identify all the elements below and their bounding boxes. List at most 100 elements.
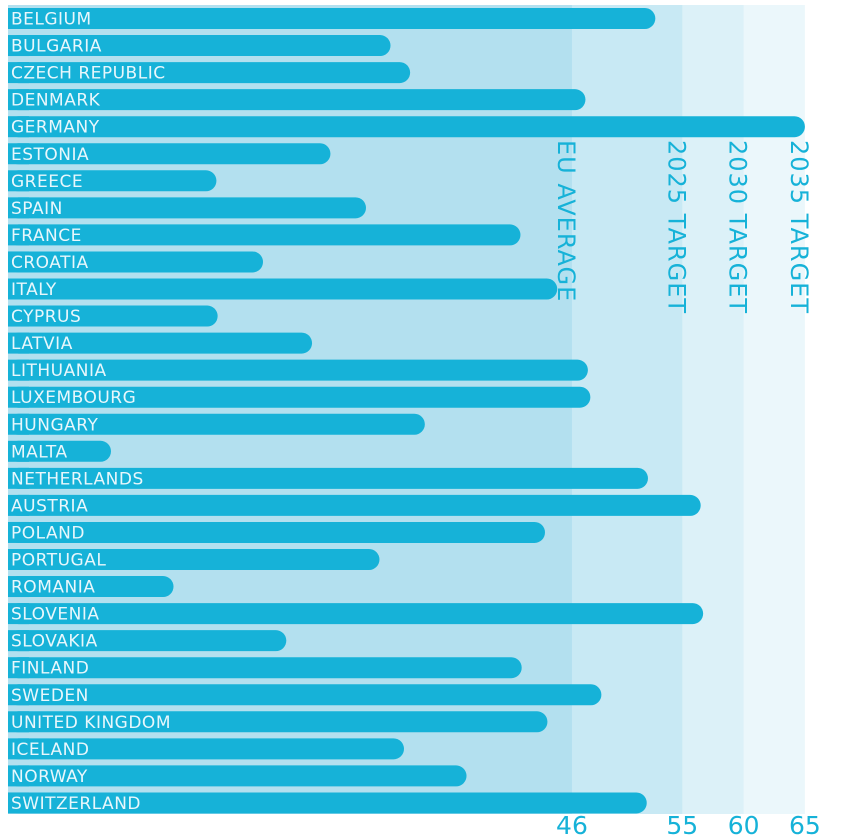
- tick-label: 46: [556, 811, 588, 839]
- category-label: SPAIN: [11, 199, 63, 219]
- bar-left-edge: [8, 765, 29, 787]
- bar-hungary: [8, 413, 425, 435]
- bar-malta: [8, 440, 111, 462]
- category-label: PORTUGAL: [11, 551, 106, 571]
- band-label: 2030 TARGET: [724, 140, 752, 314]
- category-label: POLAND: [11, 523, 85, 543]
- bar-left-edge: [8, 603, 29, 625]
- bar-left-edge: [8, 224, 29, 246]
- bar-left-edge: [8, 386, 29, 408]
- bar-left-edge: [8, 116, 29, 138]
- category-label: GREECE: [11, 172, 83, 192]
- category-label: BULGARIA: [11, 37, 102, 57]
- category-label: ROMANIA: [11, 578, 95, 598]
- category-label: FRANCE: [11, 226, 82, 246]
- band-label: 2025 TARGET: [662, 140, 690, 314]
- bar-netherlands: [8, 467, 648, 489]
- bar-left-edge: [8, 332, 29, 354]
- bar-poland: [8, 521, 545, 543]
- category-label: UNITED KINGDOM: [11, 713, 171, 733]
- bar-belgium: [8, 8, 656, 29]
- category-label: LITHUANIA: [11, 361, 107, 381]
- bar-left-edge: [8, 35, 29, 57]
- bar-left-edge: [8, 630, 29, 652]
- bar-left-edge: [8, 278, 29, 300]
- bar-czech-republic: [8, 62, 411, 84]
- bar-left-edge: [8, 576, 29, 598]
- category-label: CYPRUS: [11, 307, 81, 327]
- bar-switzerland: [8, 792, 647, 814]
- band-label: EU AVERAGE: [552, 140, 580, 302]
- reference-band-labels: EU AVERAGE 2025 TARGET 2030 TARGET 2035 TAR…: [552, 140, 813, 314]
- bar-left-edge: [8, 62, 29, 84]
- bar-croatia: [8, 251, 264, 273]
- bar-italy: [8, 278, 558, 300]
- bar-norway: [8, 765, 467, 787]
- bar-left-edge: [8, 521, 29, 543]
- bar-left-edge: [8, 549, 29, 570]
- bar-left-edge: [8, 305, 29, 327]
- category-label: SLOVAKIA: [11, 632, 98, 652]
- band-label: 2035 TARGET: [785, 140, 813, 314]
- category-label: AUSTRIA: [11, 496, 88, 516]
- bar-left-edge: [8, 359, 29, 381]
- bar-cyprus: [8, 305, 218, 327]
- bar-iceland: [8, 738, 404, 760]
- bar-denmark: [8, 89, 586, 111]
- bar-left-edge: [8, 251, 29, 273]
- tick-label: 55: [666, 811, 698, 839]
- category-label: ITALY: [11, 280, 57, 300]
- bar-left-edge: [8, 413, 29, 435]
- bar-germany: [8, 116, 805, 138]
- bar-portugal: [8, 549, 380, 570]
- bar-france: [8, 224, 521, 246]
- category-label: GERMANY: [11, 118, 100, 138]
- bar-left-edge: [8, 8, 29, 29]
- bar-left-edge: [8, 684, 29, 706]
- bar-austria: [8, 494, 701, 516]
- category-label: FINLAND: [11, 659, 89, 679]
- category-label: SLOVENIA: [11, 605, 99, 625]
- bars: BELGIUM BULGARIA CZECH REPUBLIC DENMARK GERM…: [8, 8, 805, 814]
- bar-left-edge: [8, 494, 29, 516]
- bar-left-edge: [8, 467, 29, 489]
- bar-left-edge: [8, 89, 29, 111]
- category-label: ICELAND: [11, 740, 89, 760]
- tick-label: 65: [789, 811, 821, 839]
- bar-romania: [8, 576, 174, 598]
- category-label: ESTONIA: [11, 145, 89, 165]
- bar-latvia: [8, 332, 313, 354]
- bar-finland: [8, 657, 522, 679]
- bar-left-edge: [8, 197, 29, 219]
- band-eu-average: [8, 5, 572, 814]
- bar-left-edge: [8, 738, 29, 760]
- bar-bulgaria: [8, 35, 391, 57]
- category-label: DENMARK: [11, 91, 101, 111]
- category-label: SWITZERLAND: [11, 794, 141, 814]
- x-axis-ticks: 46 55 60 65: [556, 811, 821, 839]
- bar-sweden: [8, 684, 602, 706]
- category-label: NETHERLANDS: [11, 469, 144, 489]
- bar-luxembourg: [8, 386, 591, 408]
- bar-estonia: [8, 143, 331, 165]
- bar-spain: [8, 197, 366, 219]
- bar-left-edge: [8, 792, 29, 814]
- category-label: CROATIA: [11, 253, 89, 273]
- bar-left-edge: [8, 170, 29, 192]
- category-label: MALTA: [11, 442, 68, 462]
- category-label: LUXEMBOURG: [11, 388, 136, 408]
- bar-greece: [8, 170, 217, 192]
- bar-left-edge: [8, 711, 29, 733]
- bar-slovakia: [8, 630, 287, 652]
- bar-slovenia: [8, 603, 704, 625]
- bar-left-edge: [8, 440, 29, 462]
- bar-united-kingdom: [8, 711, 548, 733]
- category-label: BELGIUM: [11, 10, 92, 30]
- category-label: NORWAY: [11, 767, 88, 787]
- category-label: LATVIA: [11, 334, 73, 354]
- category-label: SWEDEN: [11, 686, 89, 706]
- reference-bands: [8, 5, 805, 814]
- category-label: HUNGARY: [11, 415, 98, 435]
- bar-lithuania: [8, 359, 588, 381]
